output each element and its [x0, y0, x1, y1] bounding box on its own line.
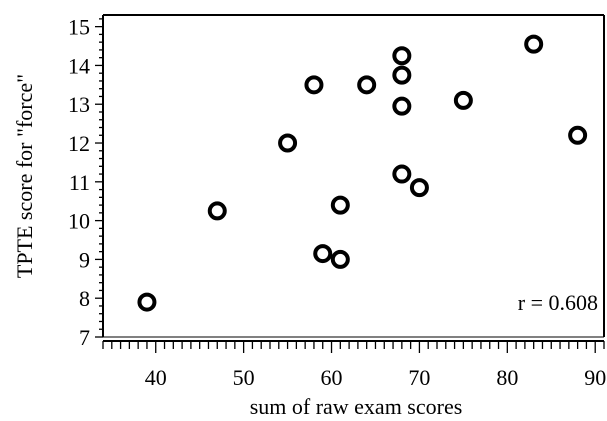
data-point [278, 133, 298, 153]
data-point [392, 96, 412, 116]
x-tick-label: 50 [233, 365, 255, 390]
y-tick-label: 11 [69, 170, 90, 195]
x-axis-ticks: 40 50 60 70 80 90 [102, 341, 606, 390]
x-tick-label: 40 [145, 365, 167, 390]
data-point [313, 244, 333, 264]
x-tick-label: 60 [321, 365, 343, 390]
data-point [330, 195, 350, 215]
x-tick-label: 70 [408, 365, 430, 390]
y-axis-ticks: 7 8 9 10 11 12 13 14 15 [68, 15, 103, 350]
data-point [568, 125, 588, 145]
data-point [453, 90, 473, 110]
y-tick-label: 13 [68, 92, 90, 117]
plot-frame [102, 14, 605, 342]
data-points [137, 34, 588, 312]
data-point [137, 292, 157, 312]
x-tick-label: 90 [584, 365, 606, 390]
y-tick-label: 7 [79, 325, 90, 350]
y-axis-title: TPTE score for "force" [12, 74, 37, 278]
data-point [409, 178, 429, 198]
y-tick-label: 10 [68, 209, 90, 234]
data-point [207, 201, 227, 221]
data-point [357, 75, 377, 95]
y-tick-label: 9 [79, 247, 90, 272]
y-tick-label: 12 [68, 131, 90, 156]
y-tick-label: 14 [68, 53, 90, 78]
x-axis-title: sum of raw exam scores [250, 394, 463, 419]
data-point [392, 46, 412, 66]
x-tick-label: 80 [496, 365, 518, 390]
data-point [330, 249, 350, 269]
data-point [524, 34, 544, 54]
y-tick-label: 8 [79, 286, 90, 311]
data-point [304, 75, 324, 95]
y-tick-label: 15 [68, 15, 90, 40]
data-point [392, 164, 412, 184]
data-point [392, 65, 412, 85]
correlation-annotation: r = 0.608 [518, 290, 598, 315]
